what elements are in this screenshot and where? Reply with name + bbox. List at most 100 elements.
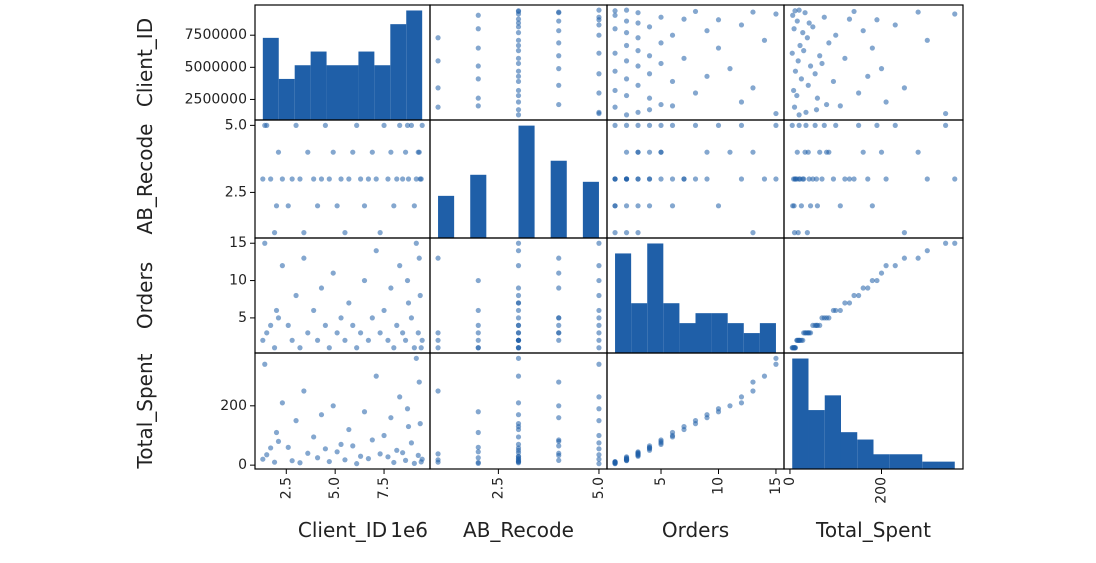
point bbox=[342, 457, 348, 463]
point bbox=[669, 429, 676, 436]
point bbox=[750, 379, 756, 385]
point bbox=[515, 20, 522, 26]
point bbox=[285, 444, 291, 450]
point bbox=[596, 71, 602, 77]
point bbox=[669, 122, 676, 128]
point bbox=[952, 176, 958, 182]
point bbox=[408, 315, 415, 321]
point bbox=[596, 17, 602, 23]
point bbox=[556, 437, 562, 443]
point bbox=[924, 37, 930, 43]
point bbox=[669, 203, 676, 209]
point bbox=[612, 12, 618, 18]
point bbox=[260, 337, 266, 343]
panel bbox=[612, 7, 779, 118]
panel bbox=[789, 122, 958, 236]
point bbox=[556, 330, 562, 336]
point bbox=[394, 447, 400, 453]
point bbox=[404, 122, 411, 128]
x-tick-label: 0 bbox=[782, 477, 798, 486]
point bbox=[883, 263, 889, 269]
point bbox=[596, 32, 602, 38]
point bbox=[794, 18, 800, 24]
y-tick-label: 2.5 bbox=[225, 184, 247, 200]
point bbox=[901, 85, 908, 91]
point bbox=[289, 337, 295, 343]
point bbox=[658, 40, 664, 46]
point bbox=[268, 176, 274, 182]
point bbox=[623, 7, 630, 13]
point bbox=[596, 263, 602, 269]
point bbox=[692, 122, 699, 128]
x-tick-label: 10 bbox=[710, 477, 726, 495]
point bbox=[819, 176, 825, 182]
point bbox=[475, 337, 481, 343]
point bbox=[285, 322, 291, 328]
point bbox=[865, 285, 871, 291]
point bbox=[704, 28, 710, 34]
point bbox=[658, 149, 664, 155]
point bbox=[715, 406, 722, 412]
point bbox=[750, 85, 756, 91]
point bbox=[556, 18, 562, 24]
point bbox=[635, 230, 641, 236]
point bbox=[515, 99, 522, 105]
point bbox=[669, 32, 676, 38]
point bbox=[860, 285, 866, 291]
point bbox=[658, 101, 664, 108]
point bbox=[418, 459, 424, 465]
x-axis-label: Orders bbox=[662, 518, 729, 542]
point bbox=[556, 457, 562, 463]
point bbox=[515, 112, 522, 118]
panel-frame bbox=[254, 237, 431, 354]
point bbox=[817, 149, 823, 155]
panel-frame bbox=[606, 4, 785, 121]
panel bbox=[792, 358, 955, 469]
point bbox=[623, 456, 630, 462]
point bbox=[361, 203, 368, 209]
point bbox=[275, 438, 282, 445]
point bbox=[515, 459, 522, 465]
hist-bar bbox=[711, 313, 728, 353]
point bbox=[435, 255, 441, 261]
point bbox=[275, 315, 282, 321]
point bbox=[314, 337, 321, 343]
point bbox=[435, 85, 441, 91]
hist-bar bbox=[922, 461, 939, 469]
point bbox=[515, 55, 522, 61]
point bbox=[394, 322, 400, 328]
point bbox=[289, 458, 295, 464]
y-tick-label: 10 bbox=[229, 273, 247, 289]
point bbox=[515, 330, 522, 336]
point bbox=[435, 388, 441, 394]
point bbox=[596, 394, 602, 400]
x-tick-label: 200 bbox=[874, 477, 890, 504]
point bbox=[773, 11, 779, 17]
point bbox=[883, 176, 889, 182]
point bbox=[361, 277, 368, 284]
point bbox=[273, 203, 280, 209]
point bbox=[692, 176, 699, 182]
point bbox=[795, 58, 801, 64]
point bbox=[435, 345, 441, 351]
point bbox=[416, 379, 422, 385]
hist-bar bbox=[550, 160, 567, 238]
point bbox=[515, 248, 522, 254]
point bbox=[435, 337, 441, 343]
point bbox=[869, 203, 875, 209]
hist-bar bbox=[518, 125, 535, 238]
point bbox=[750, 388, 756, 394]
point bbox=[623, 30, 630, 36]
point bbox=[411, 345, 417, 351]
point bbox=[596, 406, 602, 412]
point bbox=[262, 122, 268, 128]
point bbox=[311, 176, 317, 182]
point bbox=[418, 345, 424, 351]
point bbox=[301, 255, 307, 261]
point bbox=[515, 434, 522, 440]
point bbox=[837, 103, 843, 109]
point bbox=[373, 176, 379, 182]
point bbox=[273, 307, 280, 314]
point bbox=[515, 285, 522, 291]
point bbox=[268, 322, 274, 328]
